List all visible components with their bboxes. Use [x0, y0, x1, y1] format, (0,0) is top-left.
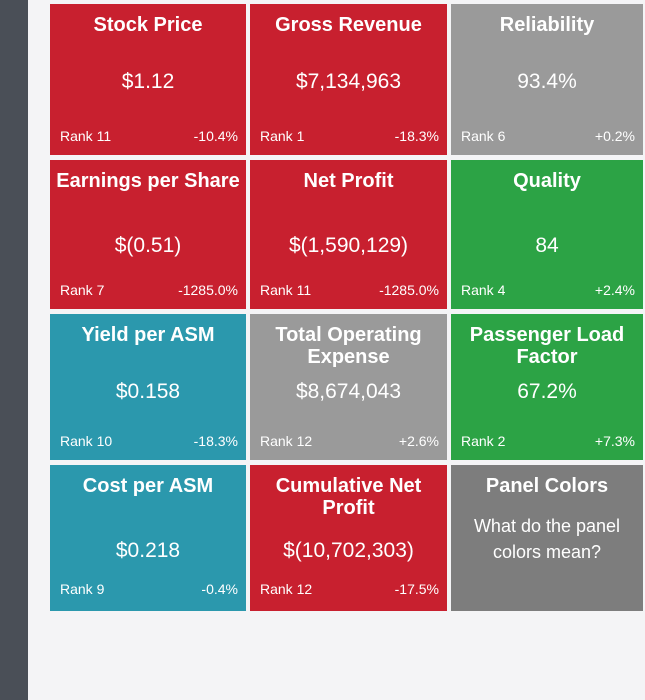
tile-change: -18.3% — [193, 433, 238, 449]
tile-change: -10.4% — [193, 128, 238, 144]
tile-title: Cumulative Net Profit — [275, 475, 422, 519]
tile-divider — [250, 155, 447, 158]
tile-cost-per-asm[interactable]: Cost per ASM $0.218 Rank 9 -0.4% — [50, 465, 246, 611]
dashboard-screen: Stock Price $1.12 Rank 11 -10.4% Gross R… — [28, 0, 645, 700]
tile-title: Gross Revenue — [275, 14, 422, 36]
tile-earnings-per-share[interactable]: Earnings per Share $(0.51) Rank 7 -1285.… — [50, 160, 246, 312]
tile-reliability[interactable]: Reliability 93.4% Rank 6 +0.2% — [451, 4, 643, 158]
tile-rank: Rank 6 — [461, 128, 506, 144]
tile-change: +2.4% — [594, 282, 635, 298]
tile-total-operating-expense[interactable]: Total Operating Expense $8,674,043 Rank … — [250, 314, 447, 463]
tile-rank: Rank 11 — [60, 128, 112, 144]
tile-rank: Rank 1 — [260, 128, 305, 144]
tile-title: Total Operating Expense — [275, 324, 422, 368]
tile-value: 84 — [535, 234, 559, 257]
tile-title: Passenger Load Factor — [469, 324, 625, 368]
tile-change: +0.2% — [594, 128, 635, 144]
tile-rank: Rank 2 — [461, 433, 506, 449]
tile-rank: Rank 4 — [461, 282, 506, 298]
tile-net-profit[interactable]: Net Profit $(1,590,129) Rank 11 -1285.0% — [250, 160, 447, 312]
tile-divider — [250, 309, 447, 312]
tile-change: -0.4% — [201, 581, 238, 597]
tile-title: Quality — [513, 170, 581, 192]
tile-value: 67.2% — [517, 380, 577, 403]
tile-title: Reliability — [499, 14, 595, 36]
tile-value: $1.12 — [121, 70, 175, 93]
tile-cumulative-net-profit[interactable]: Cumulative Net Profit $(10,702,303) Rank… — [250, 465, 447, 611]
tile-change: -1285.0% — [379, 282, 439, 298]
tile-rank: Rank 12 — [260, 581, 313, 597]
panel-colors-question[interactable]: What do the panel colors mean? — [473, 516, 621, 562]
tile-value: 93.4% — [517, 70, 577, 93]
tile-rank: Rank 12 — [260, 433, 313, 449]
tile-value: $7,134,963 — [295, 70, 402, 93]
tile-divider — [250, 460, 447, 463]
tile-yield-per-asm[interactable]: Yield per ASM $0.158 Rank 10 -18.3% — [50, 314, 246, 463]
tile-value: $0.218 — [115, 539, 181, 562]
tile-change: +7.3% — [594, 433, 635, 449]
tile-value: $8,674,043 — [295, 380, 402, 403]
tile-stock-price[interactable]: Stock Price $1.12 Rank 11 -10.4% — [50, 4, 246, 158]
tile-title: Earnings per Share — [56, 170, 240, 192]
tile-title: Stock Price — [93, 14, 203, 36]
tile-gross-revenue[interactable]: Gross Revenue $7,134,963 Rank 1 -18.3% — [250, 4, 447, 158]
tile-rank: Rank 11 — [260, 282, 312, 298]
metrics-grid: Stock Price $1.12 Rank 11 -10.4% Gross R… — [50, 4, 645, 611]
tile-divider — [451, 309, 643, 312]
tile-change: +2.6% — [398, 433, 439, 449]
tile-value: $(0.51) — [114, 234, 182, 257]
tile-value: $(1,590,129) — [288, 234, 409, 257]
tile-divider — [451, 460, 643, 463]
tile-change: -18.3% — [394, 128, 439, 144]
tile-divider — [50, 309, 246, 312]
panel-colors-title: Panel Colors — [485, 475, 609, 497]
tile-divider — [451, 155, 643, 158]
tile-change: -1285.0% — [178, 282, 238, 298]
tile-rank: Rank 7 — [60, 282, 105, 298]
tile-value: $0.158 — [115, 380, 181, 403]
panel-colors-info[interactable]: Panel Colors What do the panel colors me… — [451, 465, 643, 611]
tile-rank: Rank 9 — [60, 581, 105, 597]
tile-title: Yield per ASM — [81, 324, 215, 346]
tile-title: Net Profit — [303, 170, 394, 192]
tile-quality[interactable]: Quality 84 Rank 4 +2.4% — [451, 160, 643, 312]
tile-change: -17.5% — [394, 581, 439, 597]
tile-divider — [50, 460, 246, 463]
tile-passenger-load-factor[interactable]: Passenger Load Factor 67.2% Rank 2 +7.3% — [451, 314, 643, 463]
tile-title: Cost per ASM — [82, 475, 214, 497]
tile-value: $(10,702,303) — [283, 539, 414, 562]
tile-rank: Rank 10 — [60, 433, 113, 449]
tile-divider — [50, 155, 246, 158]
